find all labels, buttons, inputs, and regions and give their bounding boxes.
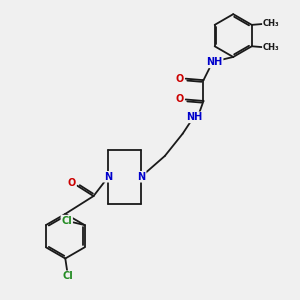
Text: O: O	[68, 178, 76, 188]
Text: N: N	[104, 172, 112, 182]
Text: O: O	[176, 94, 184, 104]
Text: CH₃: CH₃	[263, 19, 279, 28]
Text: N: N	[138, 172, 146, 182]
Text: Cl: Cl	[63, 271, 74, 281]
Text: CH₃: CH₃	[263, 43, 279, 52]
Text: NH: NH	[187, 112, 203, 122]
Text: NH: NH	[206, 57, 223, 67]
Text: O: O	[176, 74, 184, 84]
Text: Cl: Cl	[61, 216, 72, 226]
